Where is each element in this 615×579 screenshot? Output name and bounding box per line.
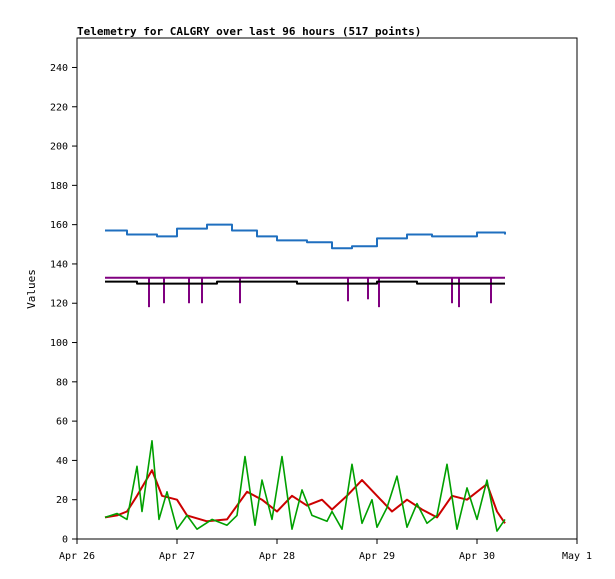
series-group [105,280,505,285]
plot-area-frame [76,37,578,540]
y-tick-label: 220 [50,102,68,113]
y-tick-label: 160 [50,220,68,231]
y-tick-label: 180 [50,181,68,192]
chart-title: Telemetry for CALGRY over last 96 hours … [77,25,421,38]
x-tick-label: Apr 26 [59,551,95,562]
series-line-green [104,440,506,532]
y-tick-label: 100 [50,338,68,349]
series-group [104,440,506,532]
x-axis: Apr 26 Apr 27 Apr 28 Apr 29 Apr 30 May 1 [59,539,592,562]
y-tick-label: 0 [62,535,68,546]
x-tick-label: Apr 30 [459,551,495,562]
y-tick-label: 140 [50,259,68,270]
series-group [105,276,505,308]
y-tick-label: 20 [56,495,68,506]
y-tick-label: 60 [56,417,68,428]
y-tick-label: 80 [56,377,68,388]
x-tick-label: May 1 [562,551,592,562]
y-tick-label: 120 [50,299,68,310]
x-tick-label: Apr 28 [259,551,295,562]
y-tick-label: 240 [50,63,68,74]
series-group [105,223,506,250]
x-tick-label: Apr 29 [359,551,395,562]
x-tick-label: Apr 27 [159,551,195,562]
y-tick-label: 40 [56,456,68,467]
series-layer [104,223,506,532]
series-line-red [104,469,506,524]
y-axis: 0 20 40 60 80 100 120 140 160 180 200 220 240 [50,63,77,546]
series-line-black [105,280,505,285]
series-group [104,469,506,524]
series-line-blue [105,223,506,250]
y-tick-label: 200 [50,142,68,153]
y-axis-label: Values [25,269,38,309]
